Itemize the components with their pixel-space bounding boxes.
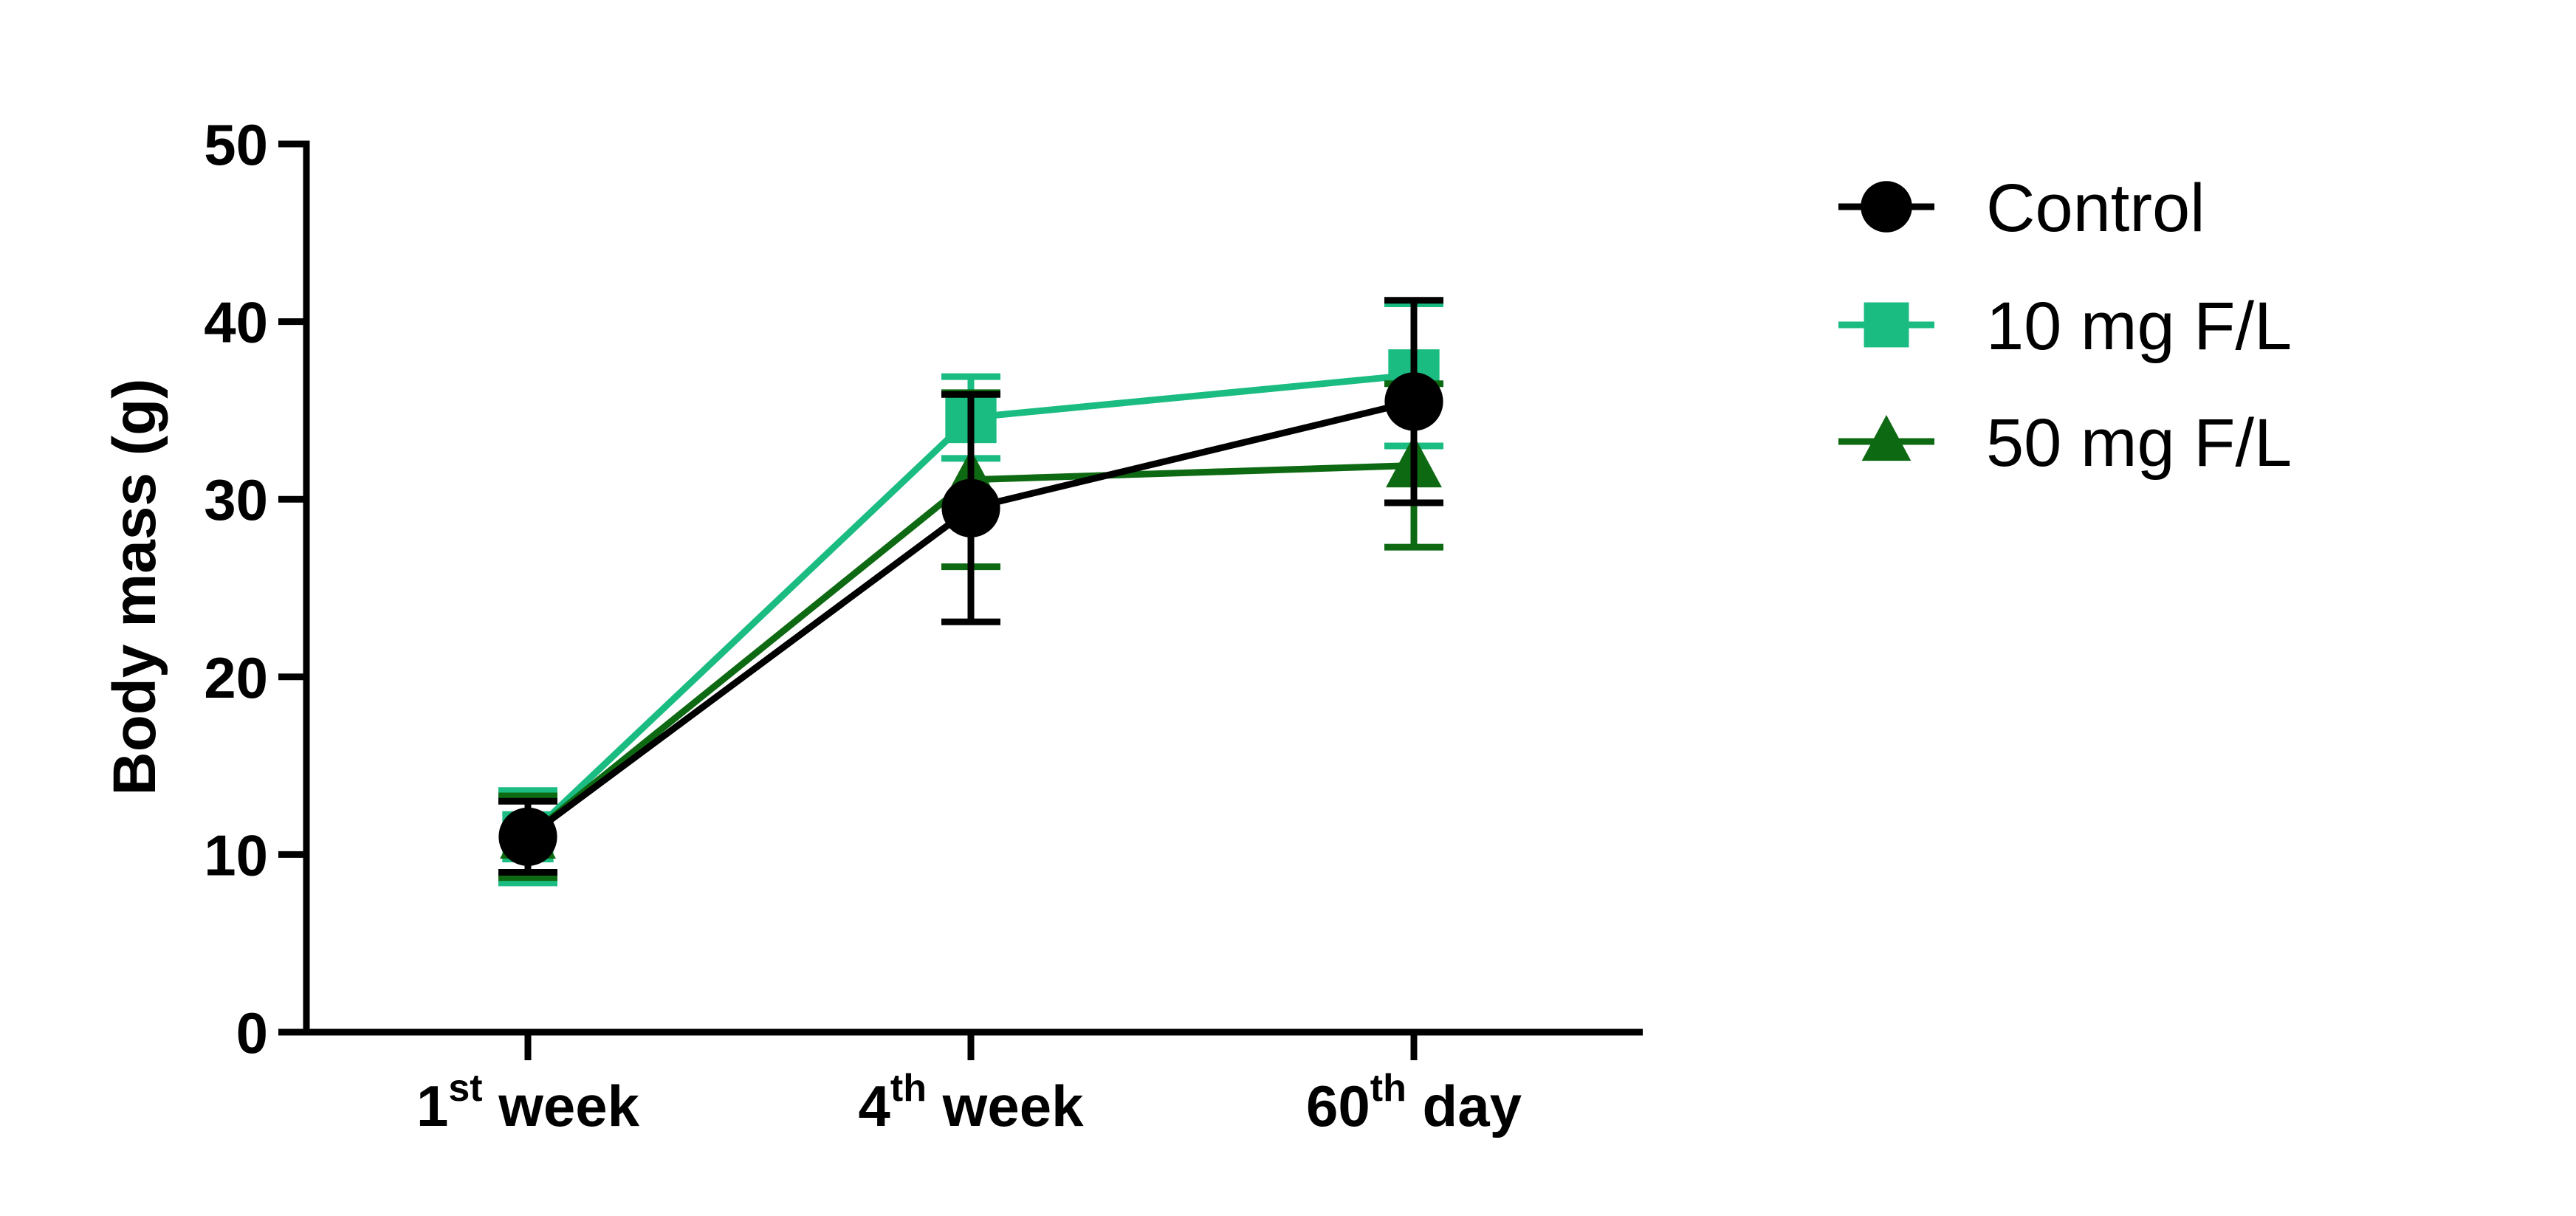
legend-label-50-mg-f-l: 50 mg F/L [1986,405,2292,481]
y-tick-label-50: 50 [204,112,268,177]
legend-marker-control [1861,181,1912,233]
x-tick-labels: 1st week 4th week 60th day [416,1067,1522,1138]
control-point-2 [1384,372,1443,431]
legend-item-10-mg-f-l: 10 mg F/L [1838,289,2292,364]
legend-label-control: Control [1986,171,2205,246]
legend: Control 10 mg F/L 50 mg F/L [1838,171,2292,481]
x-tick-label-1: 4th week [859,1067,1085,1138]
series-control [498,297,1443,876]
x-tick-label-2: 60th day [1306,1067,1522,1138]
y-tick-label-0: 0 [236,1000,268,1065]
x-tick-label-0: 1st week [416,1067,640,1138]
series-lines [498,297,1443,887]
y-tick-labels: 0 10 20 30 40 50 [204,112,268,1065]
legend-label-10-mg-f-l: 10 mg F/L [1986,289,2292,364]
y-tick-label-40: 40 [204,290,268,355]
y-tick-label-10: 10 [204,822,268,887]
legend-marker-10-mg-f-l [1864,302,1909,348]
y-axis-label: Body mass (g) [101,379,168,796]
legend-item-control: Control [1838,171,2205,246]
control-point-1 [941,478,1000,537]
control-point-0 [498,807,557,866]
y-tick-label-20: 20 [204,645,268,710]
y-tick-label-30: 30 [204,467,268,532]
axes [278,140,1643,1060]
legend-marker-50-mg-f-l [1861,415,1912,461]
legend-item-50-mg-f-l: 50 mg F/L [1838,405,2292,481]
